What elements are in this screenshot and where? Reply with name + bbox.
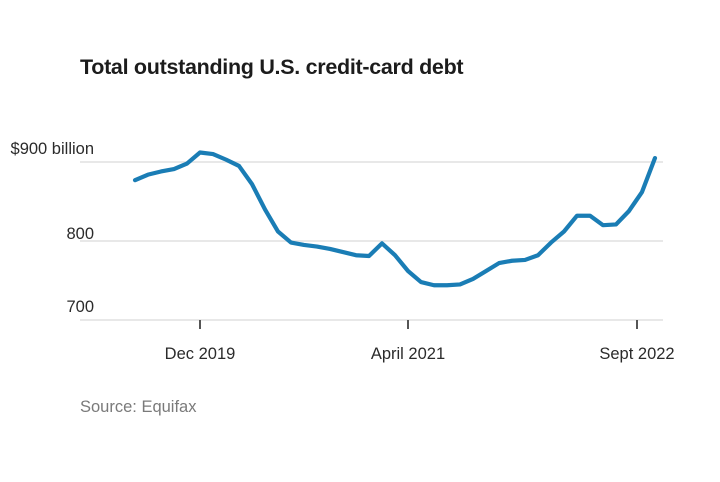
x-axis-ticks (199, 320, 638, 329)
chart-title: Total outstanding U.S. credit-card debt (80, 55, 464, 79)
y-tick-label-900: $900 billion (10, 140, 94, 158)
y-tick-label-800: 800 (66, 225, 94, 243)
data-series-line (132, 150, 658, 288)
gridlines (80, 161, 663, 321)
x-tick-label-dec-2019: Dec 2019 (164, 345, 236, 363)
x-tick-label-april-2021: April 2021 (370, 345, 446, 363)
source-note: Source: Equifax (80, 398, 197, 416)
x-tick-label-sept-2022: Sept 2022 (599, 345, 675, 363)
y-tick-label-700: 700 (66, 298, 94, 316)
